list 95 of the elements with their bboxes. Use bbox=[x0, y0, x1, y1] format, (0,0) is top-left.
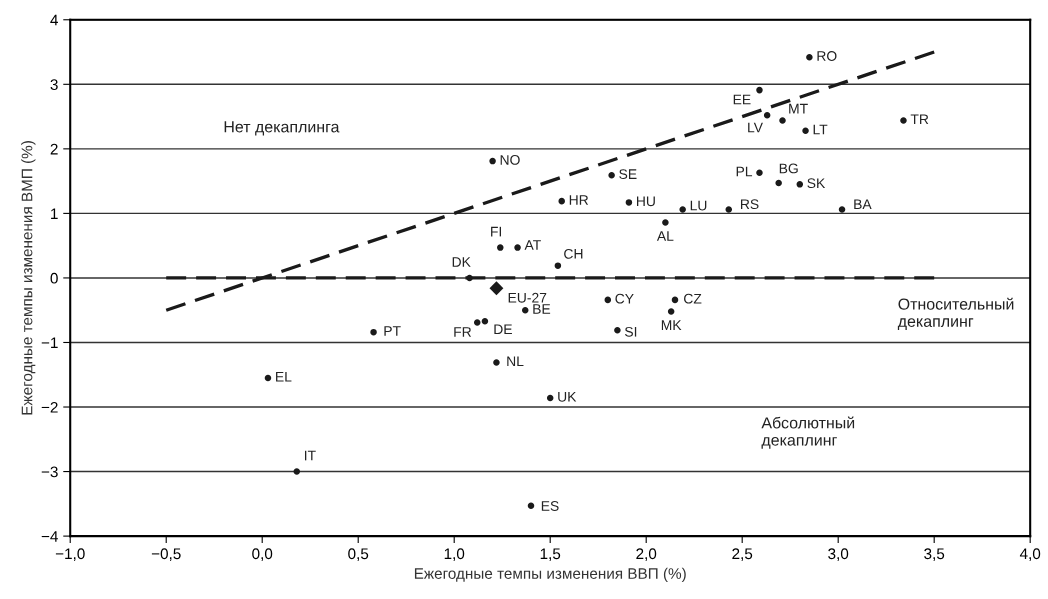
data-label: EE bbox=[733, 94, 751, 105]
point bbox=[779, 117, 786, 124]
data-label: AL bbox=[656, 231, 674, 241]
point bbox=[775, 179, 782, 187]
data-label: BG bbox=[779, 163, 798, 174]
y-tick-label: 1 bbox=[51, 208, 58, 219]
data-label: EL bbox=[276, 372, 292, 382]
point bbox=[802, 127, 809, 135]
data-label: CY bbox=[615, 293, 634, 304]
data-label: BE bbox=[533, 304, 551, 314]
data-label: HU bbox=[637, 196, 655, 207]
data-label: SI bbox=[624, 326, 637, 337]
y-tick-label: 2 bbox=[50, 143, 58, 155]
point bbox=[546, 394, 554, 402]
point bbox=[489, 157, 496, 165]
y-tick-label: −1 bbox=[41, 337, 58, 349]
x-tick-label: 2,5 bbox=[732, 548, 753, 561]
point bbox=[481, 317, 489, 325]
point bbox=[806, 53, 813, 61]
point bbox=[763, 112, 771, 119]
point bbox=[625, 199, 633, 206]
point bbox=[614, 326, 621, 334]
point bbox=[370, 328, 377, 336]
data-label: DK bbox=[452, 257, 471, 267]
data-label: FR bbox=[454, 327, 472, 337]
point bbox=[293, 468, 301, 475]
point bbox=[679, 206, 686, 213]
point bbox=[473, 319, 481, 326]
data-label: DE bbox=[494, 324, 512, 335]
y-tick-label: −4 bbox=[41, 531, 58, 542]
point bbox=[662, 219, 669, 226]
data-label: CH bbox=[564, 248, 583, 259]
point bbox=[667, 308, 675, 315]
x-tick-label: 0,5 bbox=[348, 548, 369, 561]
data-label: CZ bbox=[684, 293, 702, 304]
point bbox=[558, 197, 565, 205]
x-tick-label: 0,0 bbox=[252, 548, 273, 561]
data-label: EU-27 bbox=[508, 292, 547, 303]
data-label: SE bbox=[619, 169, 637, 180]
point bbox=[604, 296, 612, 304]
point bbox=[493, 359, 500, 366]
x-tick-label: 4,0 bbox=[1019, 548, 1041, 561]
point bbox=[466, 274, 473, 282]
point bbox=[900, 117, 907, 124]
x-tick-label: 1,0 bbox=[444, 548, 465, 561]
x-tick-label: 1,5 bbox=[540, 548, 561, 561]
data-label: ES bbox=[541, 501, 559, 511]
x-axis-title: Ежегодные темпы изменения ВВП (%) bbox=[414, 567, 686, 582]
point bbox=[756, 169, 763, 176]
point bbox=[514, 244, 521, 251]
x-tick-label: −1,0 bbox=[55, 548, 85, 561]
point bbox=[671, 296, 679, 304]
point bbox=[497, 244, 504, 251]
data-label: PL bbox=[736, 166, 753, 177]
point bbox=[527, 502, 535, 510]
point bbox=[521, 306, 529, 314]
point bbox=[554, 262, 562, 269]
data-label: PT bbox=[384, 326, 401, 336]
data-label: NO bbox=[500, 155, 520, 165]
x-tick-label: 2,0 bbox=[636, 548, 657, 561]
y-tick-label: −2 bbox=[41, 401, 58, 413]
data-label: UK bbox=[558, 392, 577, 402]
point bbox=[608, 172, 615, 179]
y-axis-title: Ежегодные темпы изменения ВМП (%) bbox=[21, 141, 36, 415]
point bbox=[489, 281, 504, 296]
data-label: LV bbox=[748, 122, 763, 133]
annotation: Абсолютный декаплинг bbox=[761, 416, 855, 449]
data-label: BA bbox=[854, 199, 872, 209]
annotation: Нет декаплинга bbox=[224, 121, 340, 136]
data-label: RS bbox=[741, 199, 759, 210]
annotation: Относительный декаплинг bbox=[897, 297, 1014, 330]
data-label: AT bbox=[524, 240, 541, 250]
x-tick-label: 3,0 bbox=[828, 548, 849, 561]
point bbox=[725, 206, 733, 213]
data-label: TR bbox=[910, 114, 929, 125]
point bbox=[796, 181, 804, 188]
data-label: IT bbox=[305, 450, 316, 461]
x-tick-label: 3,5 bbox=[924, 548, 945, 561]
point bbox=[264, 374, 272, 382]
y-tick-label: 0 bbox=[50, 272, 58, 284]
data-label: RO bbox=[817, 51, 837, 61]
x-tick-label: −0,5 bbox=[151, 548, 181, 561]
data-label: LT bbox=[813, 124, 828, 135]
y-tick-label: 3 bbox=[50, 79, 58, 90]
data-label: NL bbox=[507, 356, 524, 367]
point bbox=[838, 206, 846, 213]
point bbox=[756, 86, 763, 94]
data-label: FI bbox=[491, 226, 502, 237]
data-label: MK bbox=[661, 320, 682, 330]
data-label: LU bbox=[690, 200, 707, 211]
y-tick-label: −3 bbox=[41, 466, 58, 478]
data-label: MT bbox=[789, 103, 808, 114]
data-label: HR bbox=[569, 195, 589, 205]
y-tick-label: 4 bbox=[50, 14, 58, 26]
data-label: SK bbox=[807, 178, 826, 189]
